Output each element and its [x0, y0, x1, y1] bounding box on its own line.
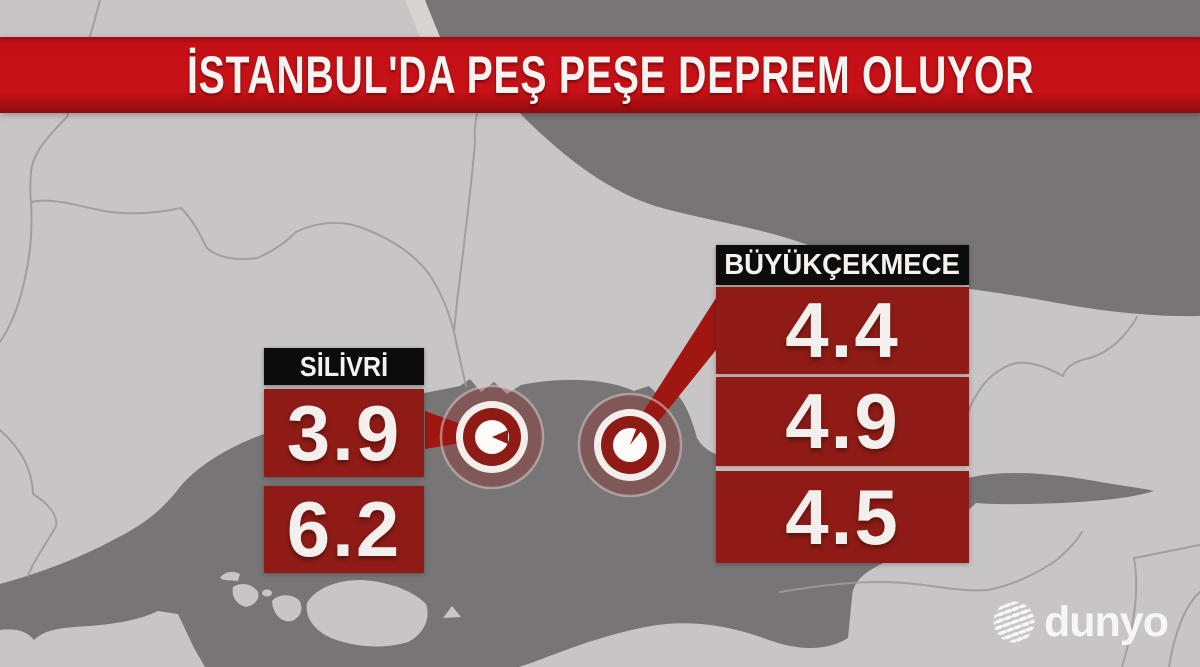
island [306, 580, 428, 647]
channel-logo: dunyo [991, 598, 1169, 646]
island [443, 606, 461, 618]
border-line [0, 429, 58, 577]
islands [220, 571, 461, 647]
border-line [1168, 591, 1200, 667]
epicenter-core-notch [492, 430, 508, 444]
border-line [0, 201, 33, 343]
island [220, 571, 240, 581]
magnitude-value-silivri-2: 6.2 [264, 485, 424, 573]
magnitude-value-buyukcekmece-2: 4.9 [716, 377, 969, 466]
globe-icon [991, 599, 1037, 645]
black-sea-top [425, 0, 1200, 37]
border-line [453, 112, 478, 333]
magnitude-value-silivri-1: 3.9 [264, 389, 424, 477]
black-sea [520, 113, 1200, 317]
epicenter-core-notch [630, 422, 646, 445]
island [272, 595, 302, 622]
news-banner: İSTANBUL'DA PEŞ PEŞE DEPREM OLUYOR [0, 37, 1200, 113]
callout-pointer-buyukcekmece [627, 298, 716, 447]
panel-header-silivri: SİLİVRİ [264, 348, 424, 385]
magnitude-text: 6.2 [286, 485, 402, 573]
magnitude-text: 3.9 [286, 388, 402, 477]
border-line [1121, 557, 1138, 667]
banner-title: İSTANBUL'DA PEŞ PEŞE DEPREM OLUYOR [187, 45, 1035, 105]
border-line [29, 0, 467, 387]
magnitude-text: 4.4 [785, 286, 900, 374]
magnitude-text: 4.9 [785, 377, 900, 465]
location-name: BÜYÜKÇEKMECE [724, 248, 961, 281]
panel-header-buyukcekmece: BÜYÜKÇEKMECE [716, 245, 969, 285]
island [262, 589, 272, 597]
magnitude-value-buyukcekmece-3: 4.5 [716, 471, 969, 563]
coast-highlight [405, 0, 440, 37]
border-line [779, 531, 1083, 593]
border-line [967, 316, 1138, 414]
logo-text: dunyo [1044, 598, 1169, 646]
epicenter-icon [577, 392, 683, 498]
epicenter-icon [439, 384, 545, 490]
magnitude-value-buyukcekmece-1: 4.4 [716, 286, 969, 374]
island [232, 584, 259, 607]
border-line [1133, 544, 1200, 559]
magnitude-text: 4.5 [785, 472, 900, 561]
location-name: SİLİVRİ [299, 350, 389, 382]
